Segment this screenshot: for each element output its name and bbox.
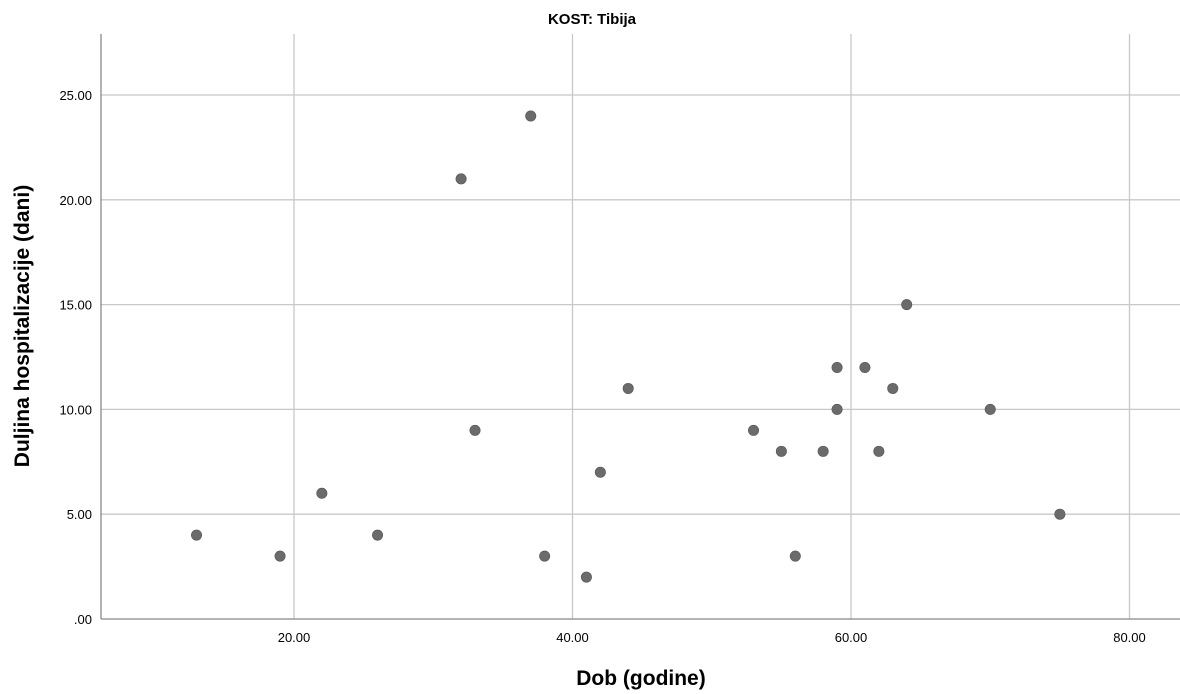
data-point: [1054, 508, 1066, 520]
x-tick-labels: 20.00 40.00 60.00 80.00: [278, 630, 1146, 645]
data-point: [789, 550, 801, 562]
y-tick-label: .00: [74, 612, 92, 627]
x-tick-label: 60.00: [835, 630, 868, 645]
data-point: [901, 299, 913, 311]
x-tick-label: 80.00: [1113, 630, 1146, 645]
data-point: [372, 529, 384, 541]
y-tick-label: 15.00: [59, 298, 92, 313]
data-point: [455, 173, 467, 185]
data-point: [775, 445, 787, 457]
data-point: [817, 445, 829, 457]
data-point: [887, 382, 899, 394]
data-points: [191, 110, 1066, 583]
data-point: [984, 403, 996, 415]
y-tick-label: 20.00: [59, 193, 92, 208]
y-tick-label: 25.00: [59, 88, 92, 103]
grid-lines: [101, 34, 1180, 619]
x-tick-label: 40.00: [556, 630, 589, 645]
data-point: [469, 424, 481, 436]
data-point: [539, 550, 551, 562]
y-tick-labels: .00 5.00 10.00 15.00 20.00 25.00: [59, 88, 92, 627]
x-axis-label: Dob (godine): [576, 667, 705, 690]
data-point: [831, 403, 843, 415]
data-point: [316, 487, 328, 499]
x-tick-label: 20.00: [278, 630, 311, 645]
data-point: [622, 382, 634, 394]
y-tick-label: 5.00: [67, 507, 92, 522]
chart-title: KOST: Tibija: [548, 11, 637, 28]
axes: [100, 34, 1180, 620]
data-point: [873, 445, 885, 457]
data-point: [525, 110, 537, 122]
data-point: [594, 466, 606, 478]
data-point: [191, 529, 203, 541]
y-axis-label: Duljina hospitalizacije (dani): [11, 185, 34, 467]
y-tick-label: 10.00: [59, 402, 92, 417]
data-point: [274, 550, 286, 562]
data-point: [831, 361, 843, 373]
data-point: [859, 361, 871, 373]
data-point: [748, 424, 760, 436]
data-point: [580, 571, 592, 583]
